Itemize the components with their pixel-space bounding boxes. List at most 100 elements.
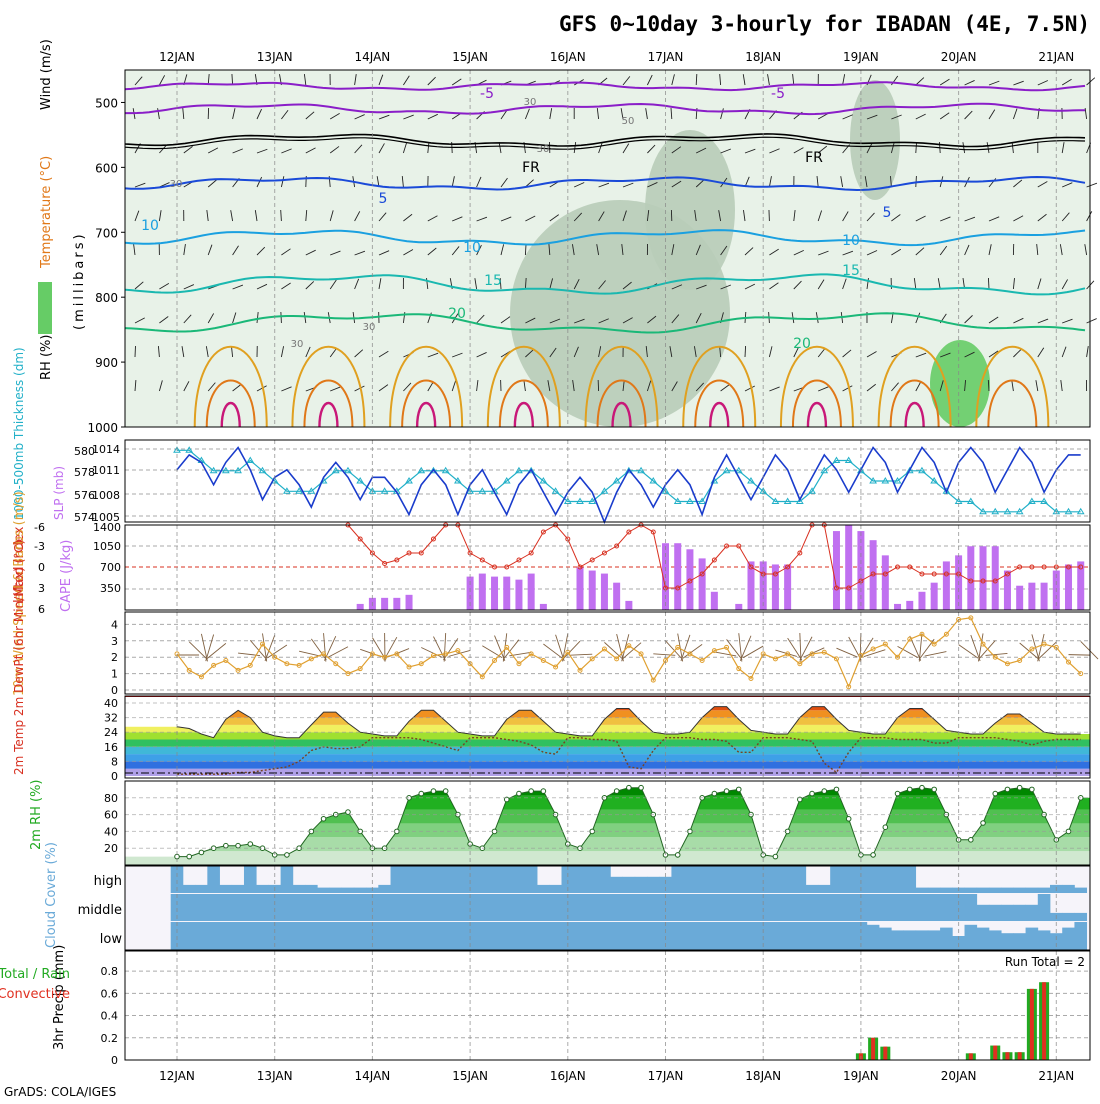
cloud-bar-low [293,922,306,950]
cloud-bar-high [1074,888,1087,893]
isotherm-label: 10 [463,240,481,256]
cloud-bar-low [586,922,599,950]
cloud-bar-high [183,885,196,893]
rh-label: 30 [291,339,304,350]
cloud-bar-low [232,922,245,950]
cloud-bar-low [720,922,733,950]
rh2m-point [517,791,522,796]
rh2m-point [346,810,351,815]
wind-barb [281,312,282,323]
cape-bar [503,577,510,610]
cloud-bar-middle [427,894,440,921]
cloud-bar-low [879,928,892,950]
cloud-bar-middle [549,894,562,921]
wind-tick-label: 1 [111,668,118,681]
temp-tick-label: 40 [104,697,118,710]
rh2m-point [419,791,424,796]
cloud-bar-low [488,922,501,950]
precip-convective-bar [871,1038,875,1060]
cloud-bar-high [879,866,892,893]
temp-color-band [125,754,1090,761]
cloud-axis-label-group: Cloud Cover (%) [44,842,59,948]
cloud-bar-middle [977,905,990,921]
cloud-bar-low [537,922,550,950]
cloud-bar-high [195,885,208,893]
li-tick-label: 3 [38,582,45,595]
cloud-bar-low [220,922,233,950]
temp-color-band [125,747,1090,754]
cloud-bar-high [623,877,636,893]
cape-bar [577,568,584,611]
isotherm-label: 20 [793,336,811,352]
cloud-bar-middle [781,894,794,921]
cape-bar [674,543,681,610]
rh2m-point [712,791,717,796]
cloud-bar-low [891,930,904,950]
cloud-bar-low [1050,933,1063,950]
panel-frame-precip [125,951,1090,1060]
wind-barb-10m [570,654,592,655]
rh2m-point [895,791,900,796]
cloud-bar-middle [928,894,941,921]
precip-convective-bar [1018,1052,1022,1060]
cloud-bar-middle [720,894,733,921]
cloud-bar-high [317,888,330,893]
date-label-top: 19JAN [843,50,879,64]
cloud-bar-low [928,930,941,950]
rh2m-point [993,791,998,796]
cape-bar [784,564,791,610]
cape-axis-label: CAPE (J/kg) [59,540,74,612]
cloud-bar-high [647,877,660,893]
cape-bar [1028,583,1035,610]
cloud-bar-low [342,922,355,950]
wind-tick-label: 3 [111,635,118,648]
cloud-bar-high [830,866,843,893]
slp-line [177,448,1081,523]
cloud-bar-high [207,866,220,893]
cape-bar [625,601,632,610]
cloud-bar-high [1001,888,1014,893]
rh-label: 30 [524,97,537,108]
cloud-bar-high [232,885,245,893]
temp-legend-label: Temperature (°C) [39,156,54,269]
cloud-bar-high [281,866,294,893]
cloud-bar-high [745,866,758,893]
cape-bar [1016,586,1023,610]
temp-axis-label: 2m Temp 2m DewPt (6hr Min/Max) (°C) [12,540,26,775]
isotherm-label: 5 [883,205,892,221]
precip-convective-bar [993,1046,997,1060]
cloud-bar-high [1026,888,1039,893]
cloud-bar-middle [769,894,782,921]
date-label-bottom: 18JAN [745,1069,781,1083]
slp-tick-label: 1011 [92,464,120,477]
wind-barb-10m [836,648,857,657]
cloud-bar-high [244,866,257,893]
date-label-bottom: 17JAN [648,1069,684,1083]
cloud-bar-low [598,922,611,950]
rh2m-point [1005,787,1010,792]
cloud-axis-label: Cloud Cover (%) [44,842,59,948]
li-tick-label: -3 [34,540,45,553]
cloud-bar-high [476,866,489,893]
rh2m-point [907,787,912,792]
cloud-bar-low [940,928,953,950]
cloud-bar-middle [513,894,526,921]
precip-convective-bar [1042,982,1046,1060]
cape-axis-label-group: CAPE (J/kg) [59,540,74,612]
cloud-bar-middle [329,894,342,921]
cloud-bar-high [720,866,733,893]
isotherm-label: FR [805,150,823,166]
wind-barb [696,74,697,85]
cloud-bar-middle [989,905,1002,921]
rh-label: 30 [170,179,183,190]
cloud-bar-low [244,922,257,950]
temp-color-band [125,740,1090,747]
cloud-bar-middle [305,894,318,921]
isotherm-label: -5 [480,86,494,102]
cloud-bar-high [781,866,794,893]
cape-bar [882,555,889,610]
isotherm-label: 15 [484,273,502,289]
cloud-bar-high [635,877,648,893]
cloud-bar-high [1038,888,1051,893]
rh-legend-swatch [38,282,52,334]
